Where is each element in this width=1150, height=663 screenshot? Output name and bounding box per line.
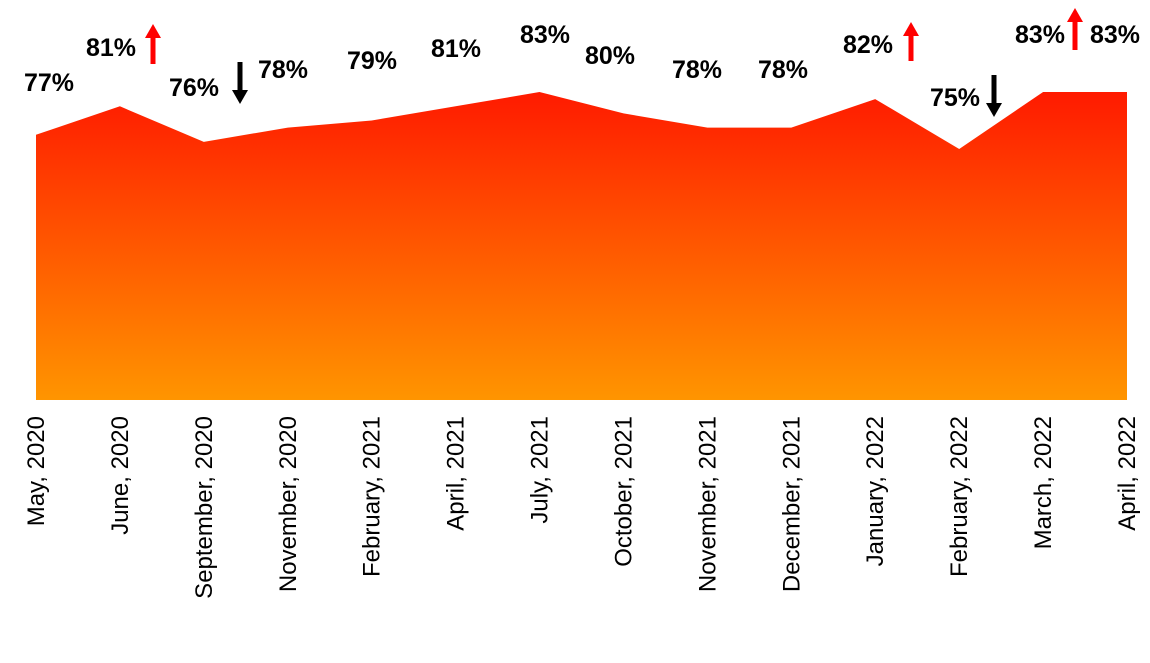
x-tick-label: February, 2022 (946, 416, 973, 577)
area-layer (36, 92, 1127, 400)
data-label: 83% (1090, 21, 1140, 49)
arrow-down-icon (986, 75, 1002, 117)
area-series (36, 92, 1127, 400)
arrow-up-icon (1067, 8, 1083, 50)
arrow-up-icon (145, 24, 161, 64)
arrow-up-icon (903, 22, 919, 61)
data-label: 78% (758, 56, 808, 84)
data-label: 80% (585, 42, 635, 70)
data-label: 76% (169, 74, 219, 102)
x-tick-label: May, 2020 (23, 416, 50, 526)
data-label: 81% (431, 35, 481, 63)
x-tick-label: July, 2021 (527, 416, 554, 524)
x-tick-label: October, 2021 (611, 416, 638, 567)
x-tick-label: September, 2020 (191, 416, 218, 599)
data-label: 82% (843, 31, 893, 59)
data-label: 81% (86, 34, 136, 62)
x-tick-label: April, 2022 (1114, 416, 1141, 531)
data-label: 83% (520, 21, 570, 49)
data-label: 78% (672, 56, 722, 84)
data-label: 78% (258, 56, 308, 84)
arrow-down-icon (232, 62, 248, 104)
x-tick-label: March, 2022 (1030, 416, 1057, 549)
data-label: 83% (1015, 21, 1065, 49)
data-label: 77% (24, 69, 74, 97)
data-label-layer: 77% 81% 76% 78% 79% 81% 83% 80% 78% 78% 82% 75% 83% 8… (24, 21, 1140, 112)
x-tick-label: January, 2022 (862, 416, 889, 566)
x-tick-label: April, 2021 (443, 416, 470, 531)
x-tick-label: November, 2021 (694, 416, 721, 592)
data-label: 79% (347, 47, 397, 75)
x-tick-label: June, 2020 (107, 416, 134, 535)
x-axis-tick-layer: May, 2020 June, 2020 September, 2020 Novemb… (23, 416, 1141, 599)
trend-marker-layer (145, 8, 1083, 117)
x-tick-label: November, 2020 (275, 416, 302, 592)
x-tick-label: December, 2021 (778, 416, 805, 592)
x-tick-label: February, 2021 (359, 416, 386, 577)
data-label: 75% (930, 84, 980, 112)
